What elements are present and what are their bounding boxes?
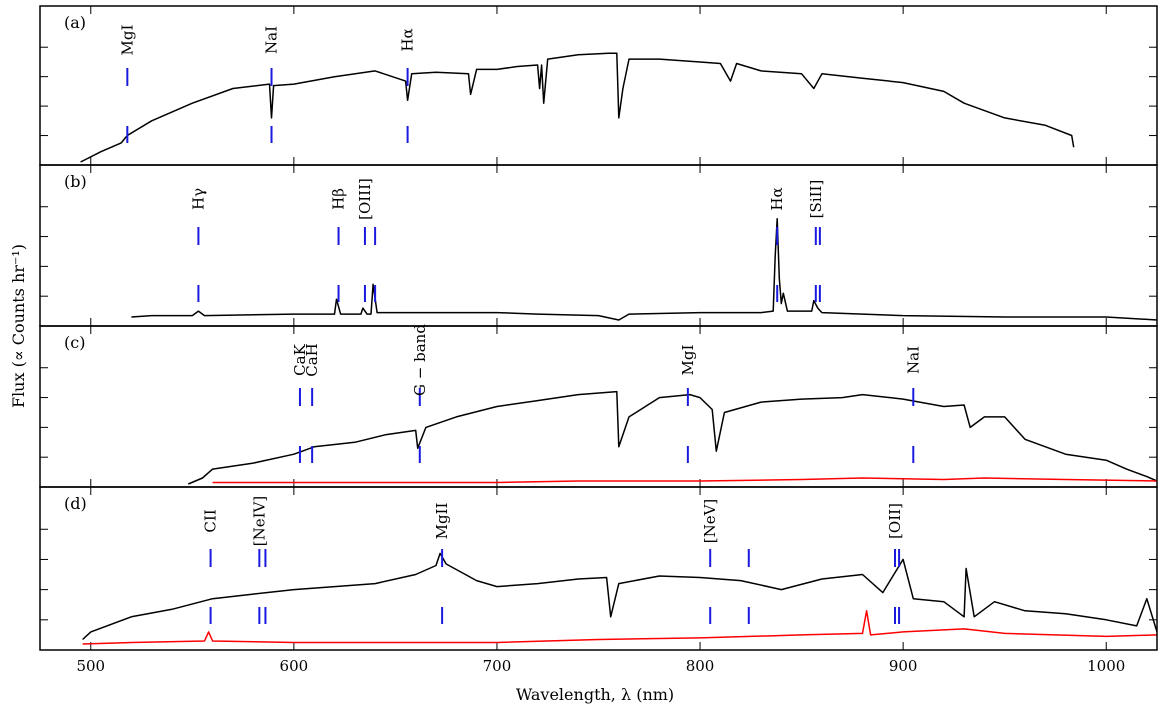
panel-label: (a): [64, 13, 86, 32]
line-label: Hα: [399, 28, 417, 51]
x-tick-label: 1000: [1087, 657, 1125, 675]
line-label: Hγ: [189, 188, 207, 210]
x-tick-label: 900: [889, 657, 918, 675]
line-label: Hβ: [330, 188, 348, 210]
panel-label: (d): [64, 494, 87, 513]
line-label: [OIII]: [356, 178, 374, 220]
line-label: G − band: [411, 324, 429, 396]
panel-frame: [39, 164, 1158, 327]
x-axis-title: Wavelength, λ (nm): [516, 685, 674, 704]
x-tick-label: 700: [483, 657, 512, 675]
series-line-0: [80, 52, 1075, 163]
line-label: CaH: [303, 343, 321, 377]
panel-frame: [39, 325, 1158, 488]
x-tick-label: 600: [280, 657, 309, 675]
x-tick-label: 500: [76, 657, 105, 675]
line-label: Hα: [768, 187, 786, 210]
series-line-1: [82, 610, 1158, 645]
panel-0: MgI NaI Hα (a): [39, 5, 1158, 166]
line-label: [OII]: [886, 503, 904, 539]
series-line-0: [131, 217, 1158, 321]
panel-label: (c): [64, 333, 85, 352]
line-label: CaK: [291, 343, 309, 375]
line-label: [NeV]: [701, 499, 719, 544]
panel-label: (b): [64, 172, 87, 191]
line-label: [SiII]: [807, 180, 825, 219]
line-label: MgII: [433, 503, 451, 540]
panel-1: Hγ Hβ [OIII] Hα [SiII] (b): [39, 164, 1158, 327]
line-label: MgI: [118, 24, 136, 55]
y-axis-title: Flux (∝ Counts hr⁻¹): [9, 244, 28, 408]
line-label: [NeIV]: [250, 496, 268, 546]
series-line-0: [82, 552, 1158, 641]
line-label: CII: [202, 509, 220, 532]
line-label: MgI: [679, 344, 697, 375]
series-line-0: [188, 390, 1158, 485]
series-line-1: [212, 477, 1158, 484]
line-label: NaI: [904, 346, 922, 374]
line-label: NaI: [263, 26, 281, 54]
x-axis: 500 600 700 800 900 1000: [76, 657, 1125, 675]
x-tick-label: 800: [686, 657, 715, 675]
panel-frame: [39, 486, 1158, 651]
panel-3: CII [NeIV] MgII [NeV] [OII] (d): [39, 486, 1158, 651]
panel-frame: [39, 5, 1158, 166]
